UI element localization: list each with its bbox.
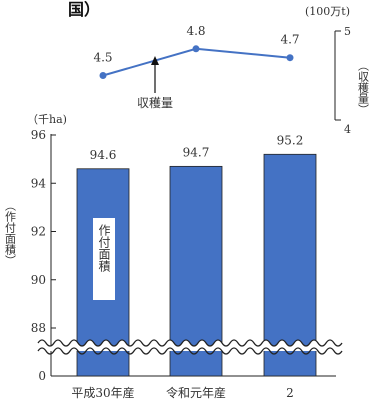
- bar-y-tick-label-2: 90: [31, 273, 46, 287]
- bar-ylabel: （作付面積）: [4, 200, 17, 266]
- harvest-label-0: 4.5: [93, 51, 112, 65]
- harvest-point-1: [192, 45, 200, 53]
- axis-break-wave-top: [37, 339, 343, 347]
- chart-title-fragment: 国）: [68, 0, 100, 19]
- x-label-2: 2: [286, 386, 294, 400]
- bar-inner-label: 作付面積: [97, 224, 111, 273]
- bar-y-tick-label-1: 88: [31, 321, 46, 335]
- x-label-1: 令和元年産: [166, 385, 226, 400]
- bar-1: [169, 165, 223, 377]
- line-axis-label: （収穫量）: [357, 60, 370, 115]
- x-label-0: 平成30年産: [71, 385, 134, 400]
- bar-y-tick-label-0: 0: [38, 369, 46, 383]
- bar-y-ticks: 0 88 90 92 94 96: [31, 128, 56, 383]
- line-unit-label: (100万t): [305, 5, 350, 18]
- annotation-arrow-head: [151, 56, 159, 65]
- axis-break-wave-bottom: [37, 347, 343, 355]
- bar-unit-label: （千ha): [27, 113, 67, 126]
- line-tick-label-bottom: 4: [344, 123, 351, 136]
- bar-2: [263, 153, 317, 377]
- bar-label-0: 94.6: [90, 148, 117, 162]
- harvest-point-2: [286, 54, 294, 62]
- bar-y-tick-label-5: 96: [31, 128, 46, 142]
- line-chart: (100万t) 5 4 （収穫量） 4.5 4.8 4.7 収穫量: [93, 5, 369, 136]
- harvest-label-1: 4.8: [186, 24, 205, 38]
- bar-label-2: 95.2: [277, 133, 304, 147]
- bar-y-tick-label-3: 92: [31, 225, 46, 239]
- bar-inner-label-box: [93, 218, 115, 300]
- harvest-line: [102, 47, 291, 77]
- annotation-text: 収穫量: [137, 96, 173, 110]
- bar-y-tick-label-4: 94: [31, 176, 47, 190]
- harvest-point-0: [99, 72, 107, 79]
- bar-label-1: 94.7: [183, 145, 210, 159]
- harvest-label-2: 4.7: [280, 33, 299, 47]
- line-tick-label-top: 5: [344, 25, 351, 38]
